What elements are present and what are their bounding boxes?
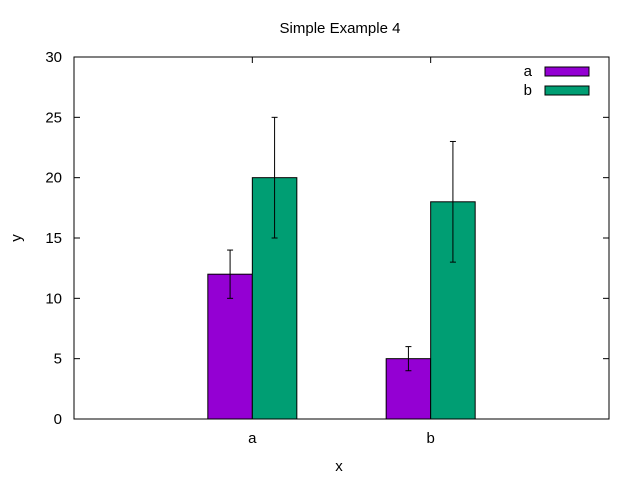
y-tick-label-6: 30 [45, 49, 62, 66]
legend-label-a: a [524, 63, 533, 80]
bar-a-a [207, 273, 253, 420]
plot-border [73, 56, 610, 420]
x-axis-label: x [335, 458, 343, 475]
y-tick-label-3: 15 [45, 230, 62, 247]
y-tick-label-2: 10 [45, 290, 62, 307]
y-tick-label-5: 25 [45, 109, 62, 126]
y-tick-label-0: 0 [54, 411, 62, 428]
x-tick-label-0: a [248, 430, 257, 447]
x-tick-label-1: b [426, 430, 434, 447]
chart-title: Simple Example 4 [280, 20, 401, 37]
y-tick-label-4: 20 [45, 170, 62, 187]
legend-swatch-b [544, 85, 590, 96]
legend-swatch-a [544, 66, 590, 77]
legend-label-b: b [524, 82, 532, 99]
y-axis-label: y [8, 234, 25, 242]
y-tick-label-1: 5 [54, 351, 62, 368]
